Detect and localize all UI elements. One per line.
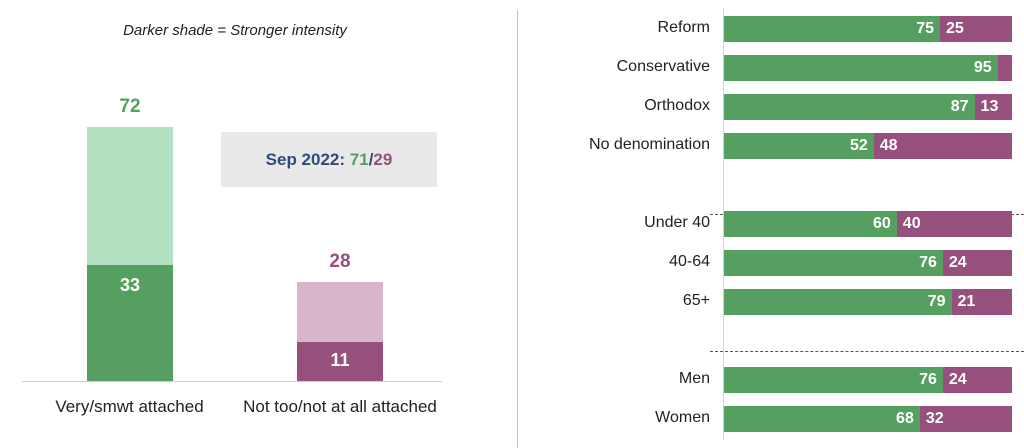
- callout-box: Sep 2022: 71 / 29: [221, 132, 437, 187]
- row-label: 40-64: [669, 253, 710, 270]
- attachment-bar-chart: Darker shade = Stronger intensity 33 72 Ve…: [0, 0, 480, 448]
- callout-purple-value: 29: [373, 149, 393, 169]
- bar-value-label: 95: [973, 59, 992, 76]
- bar-value-label: 76: [919, 371, 937, 388]
- bar-segment-attached: [724, 133, 874, 159]
- bar-segment-not-attached: [974, 94, 1012, 120]
- group-separator: [710, 351, 1024, 352]
- row-label: Under 40: [644, 214, 710, 231]
- bar-segment-weak: [297, 282, 383, 343]
- bar-value-label: 68: [896, 410, 914, 427]
- bar-segment-not-attached: [997, 55, 1012, 81]
- bar-value-label: 24: [948, 254, 967, 271]
- bar-segment-attached: [724, 16, 940, 42]
- bar-value-label: 52: [849, 137, 868, 154]
- bar-segment-not-attached: [896, 211, 1012, 237]
- row-label: Women: [655, 409, 710, 426]
- bar-segment-strong: [297, 342, 383, 381]
- row-label: Conservative: [616, 58, 710, 75]
- bar-total-label: 72: [119, 96, 141, 117]
- bar-segment-attached: [724, 94, 975, 120]
- bar-segment-attached: [724, 289, 952, 315]
- row-label: Reform: [657, 19, 710, 36]
- panel-divider: [517, 10, 518, 448]
- chart-note: Darker shade = Stronger intensity: [123, 22, 347, 39]
- row-label: Orthodox: [644, 97, 710, 114]
- bar-value-label: 79: [927, 293, 946, 310]
- bar-segment-attached: [724, 406, 920, 432]
- bar-segment-not-attached: [942, 367, 1012, 393]
- row-label: 65+: [682, 292, 710, 309]
- bar-value-label: 75: [916, 20, 934, 37]
- bar-segment-not-attached: [940, 16, 1012, 42]
- bar-value-label: 33: [119, 274, 141, 295]
- bar-value-label: 32: [925, 410, 944, 427]
- category-label: Very/smwt attached: [55, 397, 204, 416]
- callout-green-value: 71: [349, 149, 369, 169]
- bar-value-label: 24: [948, 371, 967, 388]
- category-label: Not too/not at all attached: [243, 397, 437, 416]
- bar-value-label: 40: [902, 215, 921, 232]
- bar-segment-not-attached: [951, 289, 1012, 315]
- bar-value-label: 25: [946, 20, 964, 37]
- bar-value-label: 11: [330, 350, 350, 371]
- bar-segment-attached: [724, 211, 897, 237]
- callout-prefix: Sep 2022:: [265, 149, 350, 169]
- baseline: [22, 381, 442, 382]
- callout-separator: /: [368, 149, 374, 169]
- row-label: No denomination: [589, 136, 710, 153]
- bar-value-label: 60: [873, 215, 891, 232]
- category-axis-line: [723, 8, 724, 440]
- bar-segment-attached: [724, 367, 943, 393]
- bar-total-label: 28: [329, 251, 351, 273]
- bar-segment-not-attached: [873, 133, 1012, 159]
- bar-value-label: 21: [957, 293, 976, 310]
- bar-value-label: 48: [879, 137, 898, 154]
- bar-value-label: 13: [980, 98, 999, 115]
- bar-segment-weak: [87, 127, 173, 265]
- bar-segment-attached: [724, 250, 943, 276]
- bar-segment-not-attached: [942, 250, 1012, 276]
- bar-segment-strong: [87, 264, 173, 381]
- bar-value-label: 87: [950, 98, 969, 115]
- bar-segment-not-attached: [919, 406, 1012, 432]
- bar-segment-attached: [724, 55, 998, 81]
- row-label: Men: [678, 370, 710, 387]
- bar-value-label: 76: [919, 254, 937, 271]
